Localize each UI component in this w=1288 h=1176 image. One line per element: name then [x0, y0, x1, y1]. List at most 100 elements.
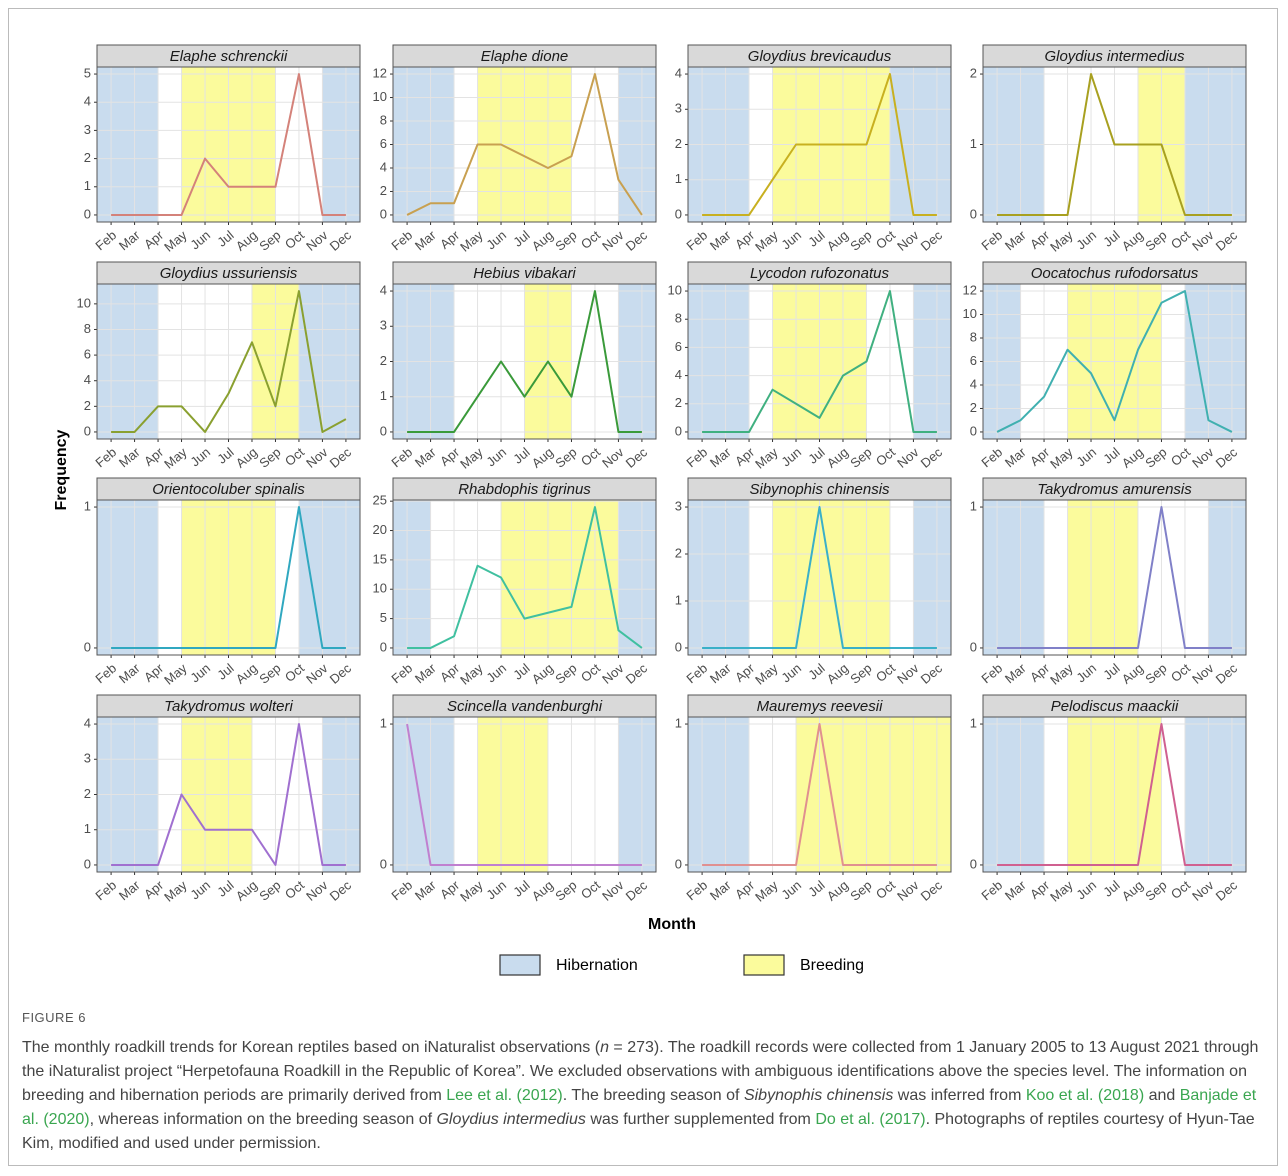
- x-tick-label: Aug: [233, 877, 260, 903]
- trend-line: [996, 290, 1233, 433]
- y-tick-label: 4: [675, 65, 682, 80]
- caption-link[interactable]: Lee et al. (2012): [446, 1087, 563, 1104]
- x-tick-label: Nov: [894, 444, 922, 471]
- y-tick-label: 0: [380, 639, 387, 654]
- trend-line: [111, 290, 347, 433]
- y-tick-label: 10: [373, 581, 387, 596]
- y-tick-label: 15: [373, 551, 387, 566]
- x-tick-label: May: [161, 660, 190, 688]
- x-tick-label: May: [752, 660, 781, 688]
- hibernation-period: [983, 717, 1045, 872]
- x-tick-label: Dec: [918, 444, 946, 471]
- x-tick-label: Jun: [1073, 660, 1099, 685]
- y-tick-label: 4: [84, 372, 91, 387]
- x-tick-label: Apr: [141, 444, 167, 469]
- y-tick-label: 5: [380, 610, 387, 625]
- y-tick-label: 4: [380, 282, 387, 297]
- x-tick-label: Nov: [1189, 227, 1217, 254]
- caption-link[interactable]: Koo et al. (2018): [1025, 1087, 1145, 1104]
- x-axis-title: Month: [648, 916, 696, 933]
- x-tick-label: Jul: [1100, 444, 1122, 466]
- y-tick-label: 0: [970, 206, 977, 221]
- x-tick-label: Dec: [327, 227, 355, 254]
- y-tick-label: 0: [970, 856, 977, 871]
- hibernation-period: [1184, 717, 1246, 872]
- x-tick-label: Aug: [824, 444, 851, 470]
- caption-plain: The monthly roadkill trends for Korean r…: [22, 1039, 601, 1056]
- caption-link[interactable]: Banjade et al. (2020): [22, 1087, 1257, 1128]
- y-tick-label: 2: [970, 400, 977, 415]
- x-tick-label: Apr: [437, 444, 463, 469]
- trend-line: [997, 73, 1232, 216]
- x-tick-label: Dec: [1213, 227, 1241, 254]
- caption-link[interactable]: Do et al. (2017): [815, 1111, 926, 1128]
- x-tick-label: Nov: [599, 877, 627, 904]
- x-tick-label: Nov: [1189, 660, 1217, 687]
- x-tick-label: Mar: [707, 444, 734, 470]
- x-tick-label: Nov: [894, 877, 922, 904]
- x-tick-label: Mar: [116, 877, 143, 903]
- y-tick-label: 0: [675, 639, 682, 654]
- y-tick-label: 12: [963, 282, 977, 297]
- y-tick-label: 25: [373, 493, 387, 508]
- x-tick-label: Dec: [1213, 660, 1241, 687]
- y-tick-label: 2: [675, 136, 682, 151]
- y-tick-label: 1: [675, 592, 682, 607]
- x-tick-label: Apr: [732, 660, 758, 685]
- x-tick-label: Jun: [483, 444, 509, 469]
- x-tick-label: Apr: [1027, 444, 1053, 469]
- y-tick-label: 12: [373, 65, 387, 80]
- x-tick-label: Jun: [1073, 227, 1099, 252]
- x-tick-label: Oct: [578, 660, 603, 685]
- y-tick-label: 2: [380, 353, 387, 368]
- trend-line: [407, 290, 642, 433]
- x-tick-label: Feb: [388, 444, 415, 470]
- panel-title: Takydromus wolteri: [164, 698, 293, 715]
- x-tick-label: Jul: [805, 877, 827, 899]
- y-tick-label: 0: [380, 206, 387, 221]
- x-tick-label: Oct: [1168, 444, 1193, 469]
- y-tick-label: 2: [675, 395, 682, 410]
- hibernation-period: [1208, 500, 1246, 655]
- y-tick-label: 10: [77, 295, 91, 310]
- strip: [96, 477, 361, 501]
- x-tick-label: Aug: [824, 660, 851, 686]
- x-tick-label: Aug: [529, 444, 556, 470]
- caption-plain: was further supplemented from: [585, 1111, 816, 1128]
- y-tick-label: 20: [373, 522, 387, 537]
- x-tick-label: Sep: [256, 877, 283, 903]
- caption-text: The monthly roadkill trends for Korean r…: [22, 1036, 1270, 1156]
- x-tick-label: Aug: [529, 877, 556, 903]
- x-tick-label: Apr: [141, 227, 167, 252]
- x-tick-label: Sep: [1142, 444, 1169, 470]
- x-tick-label: Jun: [778, 877, 804, 902]
- breeding-period: [501, 500, 619, 655]
- x-tick-label: Oct: [282, 227, 307, 252]
- x-tick-label: Jun: [1073, 877, 1099, 902]
- x-tick-label: Dec: [623, 227, 651, 254]
- x-tick-label: May: [161, 877, 190, 905]
- x-tick-label: May: [457, 227, 486, 255]
- x-tick-label: Jul: [1100, 877, 1122, 899]
- hibernation-period: [393, 717, 455, 872]
- x-tick-label: May: [1047, 660, 1076, 688]
- caption-italic: Sibynophis chinensis: [743, 1087, 894, 1104]
- x-tick-label: Apr: [732, 877, 758, 902]
- panel-title: Lycodon rufozonatus: [750, 265, 889, 282]
- y-tick-label: 1: [380, 388, 387, 403]
- x-tick-label: Dec: [327, 660, 355, 687]
- hibernation-period: [97, 67, 159, 222]
- trend-line: [406, 73, 643, 216]
- hibernation-period: [983, 500, 1045, 655]
- trend-line: [407, 506, 643, 649]
- x-tick-label: May: [457, 660, 486, 688]
- x-tick-label: Jul: [214, 444, 236, 466]
- trend-line: [111, 723, 346, 866]
- x-tick-label: Apr: [732, 444, 758, 469]
- x-tick-label: May: [752, 877, 781, 905]
- strip: [96, 261, 361, 285]
- legend-swatch: [499, 954, 541, 976]
- x-tick-label: Jun: [778, 660, 804, 685]
- y-tick-label: 2: [84, 398, 91, 413]
- y-tick-label: 1: [84, 821, 91, 836]
